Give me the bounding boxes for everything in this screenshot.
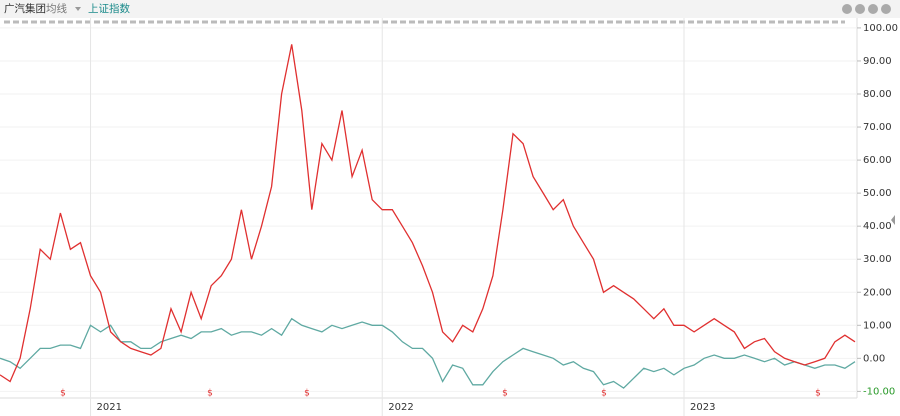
x-tick-label: 2021 <box>97 402 122 413</box>
y-tick-label: 0.00 <box>863 353 885 364</box>
y-tick-label: -10.00 <box>863 386 895 397</box>
side-handle[interactable] <box>891 215 895 225</box>
y-tick-label: 100.00 <box>863 23 898 34</box>
event-marker: $ <box>207 389 213 399</box>
zoom-in[interactable] <box>855 4 865 14</box>
series-line <box>0 44 856 383</box>
menu-arrow[interactable] <box>75 7 81 11</box>
indicator-menu[interactable]: 均线 <box>46 2 67 15</box>
event-marker: $ <box>502 389 508 399</box>
stock-name: 广汽集团 <box>4 2 46 15</box>
event-marker: $ <box>60 389 66 399</box>
y-tick-label: 50.00 <box>863 188 892 199</box>
y-tick-label: 70.00 <box>863 122 892 133</box>
series-line <box>0 317 856 389</box>
event-marker: $ <box>815 389 821 399</box>
zoom-out[interactable] <box>842 4 852 14</box>
x-tick-label: 2022 <box>388 402 413 413</box>
event-marker: $ <box>601 389 607 399</box>
y-tick-label: 10.00 <box>863 320 892 331</box>
y-tick-label: 30.00 <box>863 254 892 265</box>
toolbar <box>0 0 900 18</box>
window-controls <box>842 4 891 14</box>
y-tick-label: 40.00 <box>863 221 892 232</box>
close[interactable] <box>881 4 891 14</box>
y-tick-label: 60.00 <box>863 155 892 166</box>
y-tick-label: 80.00 <box>863 89 892 100</box>
y-tick-label: 90.00 <box>863 56 892 67</box>
compare-label[interactable]: 上证指数 <box>88 2 130 15</box>
y-tick-label: 20.00 <box>863 287 892 298</box>
x-tick-label: 2023 <box>690 402 715 413</box>
settings[interactable] <box>868 4 878 14</box>
event-marker: $ <box>304 389 310 399</box>
